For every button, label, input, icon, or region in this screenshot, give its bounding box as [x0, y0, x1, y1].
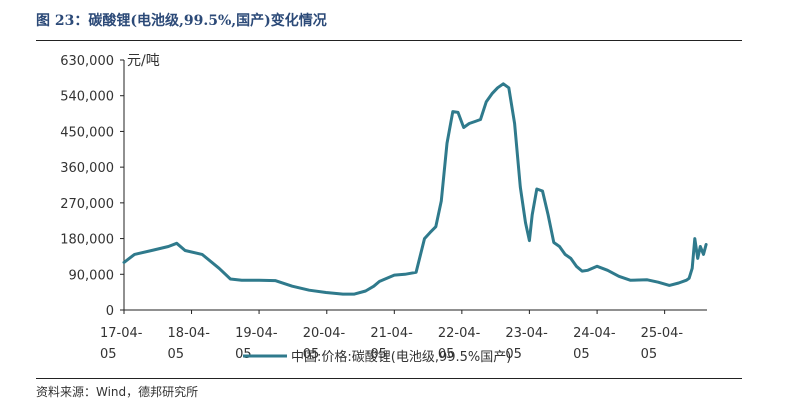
chart-series: [122, 82, 708, 296]
y-tick-label: 630,000: [60, 54, 114, 69]
y-tick-label: 540,000: [60, 90, 114, 105]
top-divider: [36, 40, 742, 41]
y-tick-label: 270,000: [60, 197, 114, 212]
price-line: [122, 82, 708, 296]
x-tick-label: 17-04-05: [100, 326, 143, 362]
figure-title: 图 23：碳酸锂(电池级,99.5%,国产)变化情况: [36, 13, 327, 29]
x-tick-label: 19-04-05: [235, 326, 278, 362]
y-tick-label: 90,000: [69, 268, 115, 283]
chart-ticks: 0 90,000 180,000 270,000 360,000 450,000 540,0…: [60, 54, 683, 362]
line-chart: 元/吨 0 90,000 180,000 270,000 360,000 450,000 5…: [60, 53, 708, 365]
chart-axes: 元/吨: [123, 53, 707, 311]
y-tick-label: 0: [106, 304, 114, 319]
y-axis-unit-label: 元/吨: [127, 53, 160, 69]
chart-legend: 中国:价格:碳酸锂(电池级,99.5%国产): [243, 349, 511, 365]
bottom-divider: [36, 378, 742, 379]
y-tick-label: 360,000: [60, 161, 114, 176]
x-tick-label: 21-04-05: [370, 326, 413, 362]
x-tick-label: 18-04-05: [168, 326, 211, 362]
x-tick-label: 24-04-05: [573, 326, 616, 362]
y-tick-label: 450,000: [60, 125, 114, 140]
source-note: 资料来源：Wind，德邦研究所: [36, 385, 199, 399]
y-tick-label: 180,000: [60, 233, 114, 248]
x-tick-label: 22-04-05: [438, 326, 481, 362]
x-tick-label: 20-04-05: [303, 326, 346, 362]
x-tick-label: 25-04-05: [641, 326, 684, 362]
x-tick-label: 23-04-05: [505, 326, 548, 362]
legend-label: 中国:价格:碳酸锂(电池级,99.5%国产): [291, 349, 511, 365]
